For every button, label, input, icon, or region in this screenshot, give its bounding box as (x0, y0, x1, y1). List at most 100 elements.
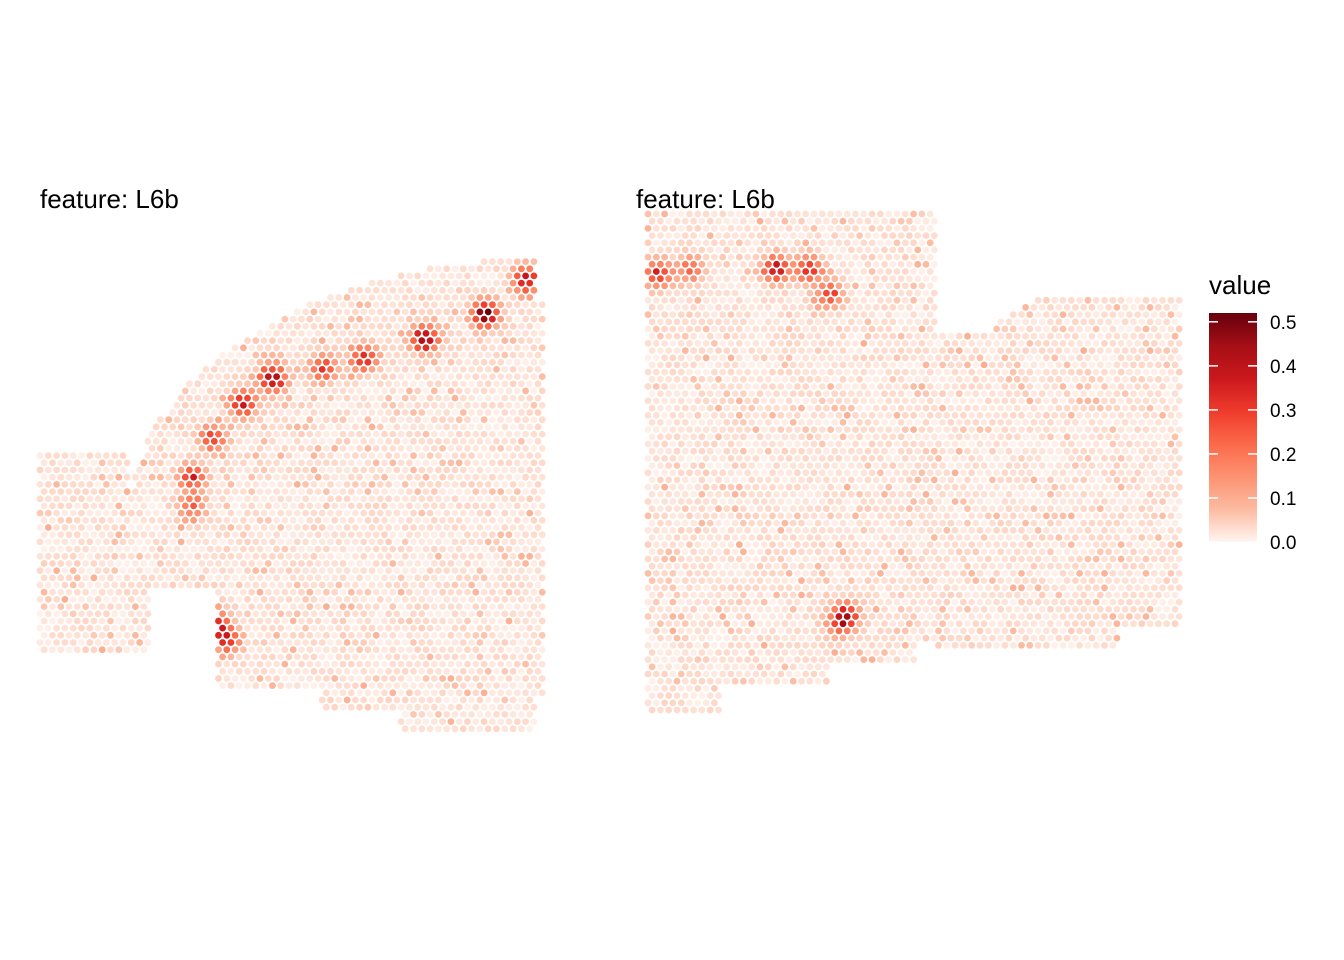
spot-right (964, 404, 971, 412)
spot-right (686, 354, 693, 362)
spot-right (1167, 311, 1175, 318)
spot-right (760, 383, 768, 390)
spot-left (231, 373, 239, 380)
spot-right (951, 340, 959, 347)
spot-left (397, 603, 405, 610)
spot-left (435, 279, 442, 287)
spot-left (501, 322, 509, 330)
spot-right (860, 368, 868, 376)
spot-right (1167, 325, 1175, 333)
spot-left (410, 437, 417, 445)
spot-right (661, 483, 668, 491)
spot-right (823, 260, 830, 268)
spot-left (331, 631, 339, 639)
spot-left (447, 703, 455, 711)
spot-left (493, 351, 500, 359)
spot-left (439, 416, 446, 424)
spot-right (756, 246, 764, 254)
spot-right (897, 433, 905, 441)
spot-left (314, 473, 322, 481)
spot-right (935, 411, 942, 419)
spot-left (505, 416, 513, 424)
spot-left (165, 416, 173, 424)
spot-left (202, 552, 210, 560)
spot-left (44, 538, 52, 546)
spot-right (1105, 433, 1112, 441)
spot-right (1022, 462, 1029, 469)
spot-right (665, 260, 673, 268)
spot-right (694, 253, 702, 261)
spot-left (459, 567, 467, 574)
spot-left (480, 416, 488, 424)
spot-left (339, 516, 347, 524)
spot-right (968, 368, 976, 376)
spot-right (752, 311, 760, 318)
spot-left (418, 696, 426, 704)
spot-left (115, 545, 123, 553)
spot-left (347, 315, 355, 323)
spot-right (1150, 411, 1158, 419)
spot-left (269, 409, 276, 416)
spot-right (677, 239, 685, 247)
spot-left (235, 567, 243, 574)
spot-right (1047, 332, 1054, 340)
spot-left (165, 473, 173, 481)
spot-right (644, 296, 652, 304)
spot-left (198, 445, 206, 452)
spot-left (314, 344, 322, 352)
spot-left (389, 387, 397, 395)
spot-left (489, 516, 496, 524)
spot-left (443, 452, 451, 459)
spot-right (827, 210, 834, 218)
spot-left (480, 689, 488, 697)
spot-right (818, 426, 826, 433)
spot-left (518, 567, 525, 574)
spot-right (1163, 347, 1171, 354)
spot-left (406, 459, 413, 467)
spot-right (756, 390, 764, 398)
spot-left (219, 495, 227, 503)
spot-left (356, 330, 363, 337)
spot-right (794, 268, 801, 275)
spot-right (926, 469, 934, 477)
spot-left (518, 581, 525, 589)
spot-left (215, 473, 222, 481)
spot-right (1005, 433, 1013, 441)
spot-right (806, 232, 814, 240)
spot-right (980, 375, 988, 383)
spot-right (989, 347, 996, 354)
spot-left (202, 581, 210, 589)
spot-left (194, 538, 202, 546)
spot-right (918, 210, 926, 218)
spot-left (368, 366, 376, 373)
spot-left (144, 437, 152, 445)
spot-left (385, 682, 392, 689)
spot-right (993, 411, 1000, 419)
spot-left (484, 552, 492, 560)
spot-left (426, 581, 434, 589)
spot-left (472, 430, 480, 438)
spot-left (273, 516, 280, 524)
spot-left (343, 552, 351, 560)
spot-left (273, 560, 280, 567)
spot-left (103, 639, 110, 646)
spot-left (364, 588, 372, 596)
spot-right (960, 340, 967, 347)
spot-right (735, 426, 743, 433)
spot-right (856, 246, 863, 254)
spot-left (90, 488, 98, 495)
spot-right (852, 426, 859, 433)
spot-left (509, 524, 517, 531)
spot-right (789, 419, 797, 426)
spot-left (281, 401, 289, 409)
spot-right (852, 325, 859, 333)
spot-left (152, 509, 160, 517)
spot-right (706, 462, 714, 469)
spot-left (264, 545, 272, 553)
spot-right (993, 469, 1000, 477)
spot-right (843, 354, 851, 362)
spot-left (443, 423, 451, 431)
spot-right (719, 253, 727, 261)
spot-left (256, 473, 264, 481)
spot-left (476, 380, 484, 388)
